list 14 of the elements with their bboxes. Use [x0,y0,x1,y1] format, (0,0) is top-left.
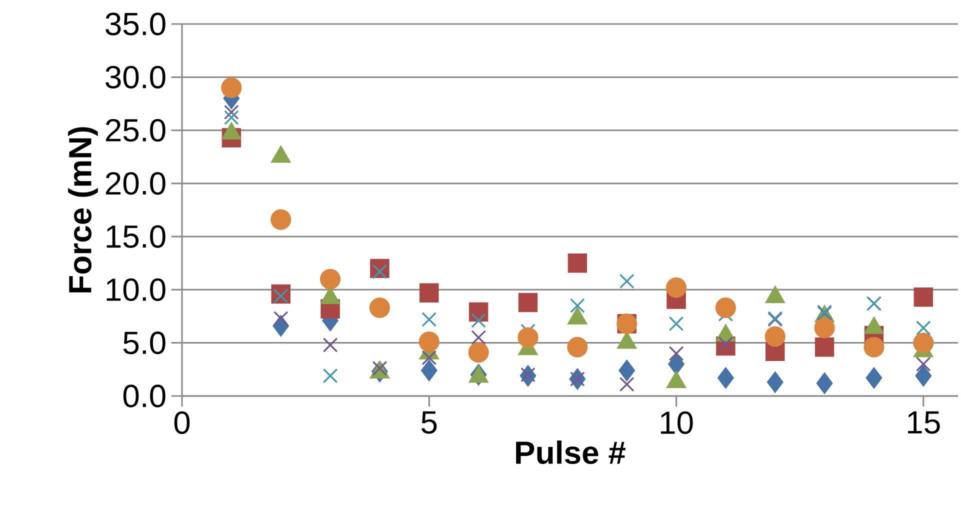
y-tick-label: 0.0 [123,384,166,408]
y-tick-label: 20.0 [106,172,166,195]
x-tick-label: 5 [422,411,437,434]
y-tick-label: 25.0 [106,118,166,142]
y-tick-label: 5.0 [123,332,166,354]
y-tick-label: 30.0 [106,66,166,88]
x-tick-label: 15 [908,411,940,434]
y-tick-label: 10.0 [106,278,166,302]
y-tick-label: 15.0 [106,225,166,248]
y-tick-label: 35.0 [106,12,166,36]
x-axis-title: Pulse # [516,440,626,464]
y-axis-title: Force (mN) [68,127,98,292]
x-tick-label: 10 [660,411,693,434]
x-tick-label: 0 [174,411,190,434]
